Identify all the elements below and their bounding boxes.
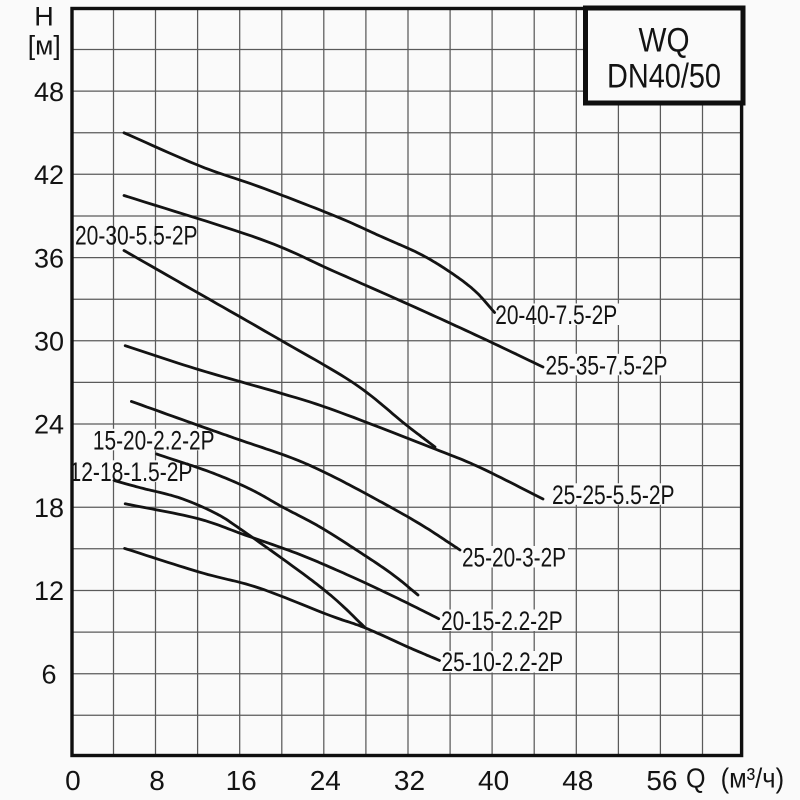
- svg-text:8: 8: [149, 765, 165, 796]
- svg-text:Q: Q: [686, 763, 706, 794]
- svg-text:0: 0: [65, 765, 81, 796]
- svg-text:48: 48: [34, 77, 64, 107]
- svg-text:25-20-3-2P: 25-20-3-2P: [462, 543, 566, 573]
- svg-text:24: 24: [34, 410, 64, 440]
- svg-text:WQ: WQ: [639, 22, 690, 60]
- svg-text:40: 40: [478, 765, 509, 796]
- svg-text:24: 24: [310, 765, 341, 796]
- svg-text:15-20-2.2-2P: 15-20-2.2-2P: [93, 425, 215, 455]
- svg-text:30: 30: [34, 327, 64, 357]
- svg-text:32: 32: [394, 765, 425, 796]
- svg-text:42: 42: [34, 160, 64, 190]
- svg-text:25-10-2.2-2P: 25-10-2.2-2P: [442, 647, 564, 677]
- svg-text:12-18-1.5-2P: 12-18-1.5-2P: [70, 457, 193, 487]
- svg-text:20-40-7.5-2P: 20-40-7.5-2P: [495, 300, 617, 330]
- svg-text:12: 12: [34, 576, 64, 606]
- svg-text:20-30-5.5-2P: 20-30-5.5-2P: [75, 221, 198, 251]
- svg-text:25-25-5.5-2P: 25-25-5.5-2P: [552, 480, 675, 510]
- svg-text:[м]: [м]: [28, 31, 61, 61]
- svg-text:20-15-2.2-2P: 20-15-2.2-2P: [441, 606, 563, 636]
- svg-text:36: 36: [34, 243, 64, 273]
- svg-text:56: 56: [646, 765, 677, 796]
- svg-text:18: 18: [34, 493, 64, 523]
- svg-text:48: 48: [562, 765, 593, 796]
- svg-text:DN40/50: DN40/50: [607, 58, 721, 96]
- svg-text:(м³/ч): (м³/ч): [721, 763, 785, 794]
- svg-text:25-35-7.5-2P: 25-35-7.5-2P: [546, 350, 668, 380]
- svg-text:6: 6: [41, 659, 56, 689]
- svg-text:16: 16: [226, 765, 257, 796]
- svg-text:H: H: [34, 1, 54, 31]
